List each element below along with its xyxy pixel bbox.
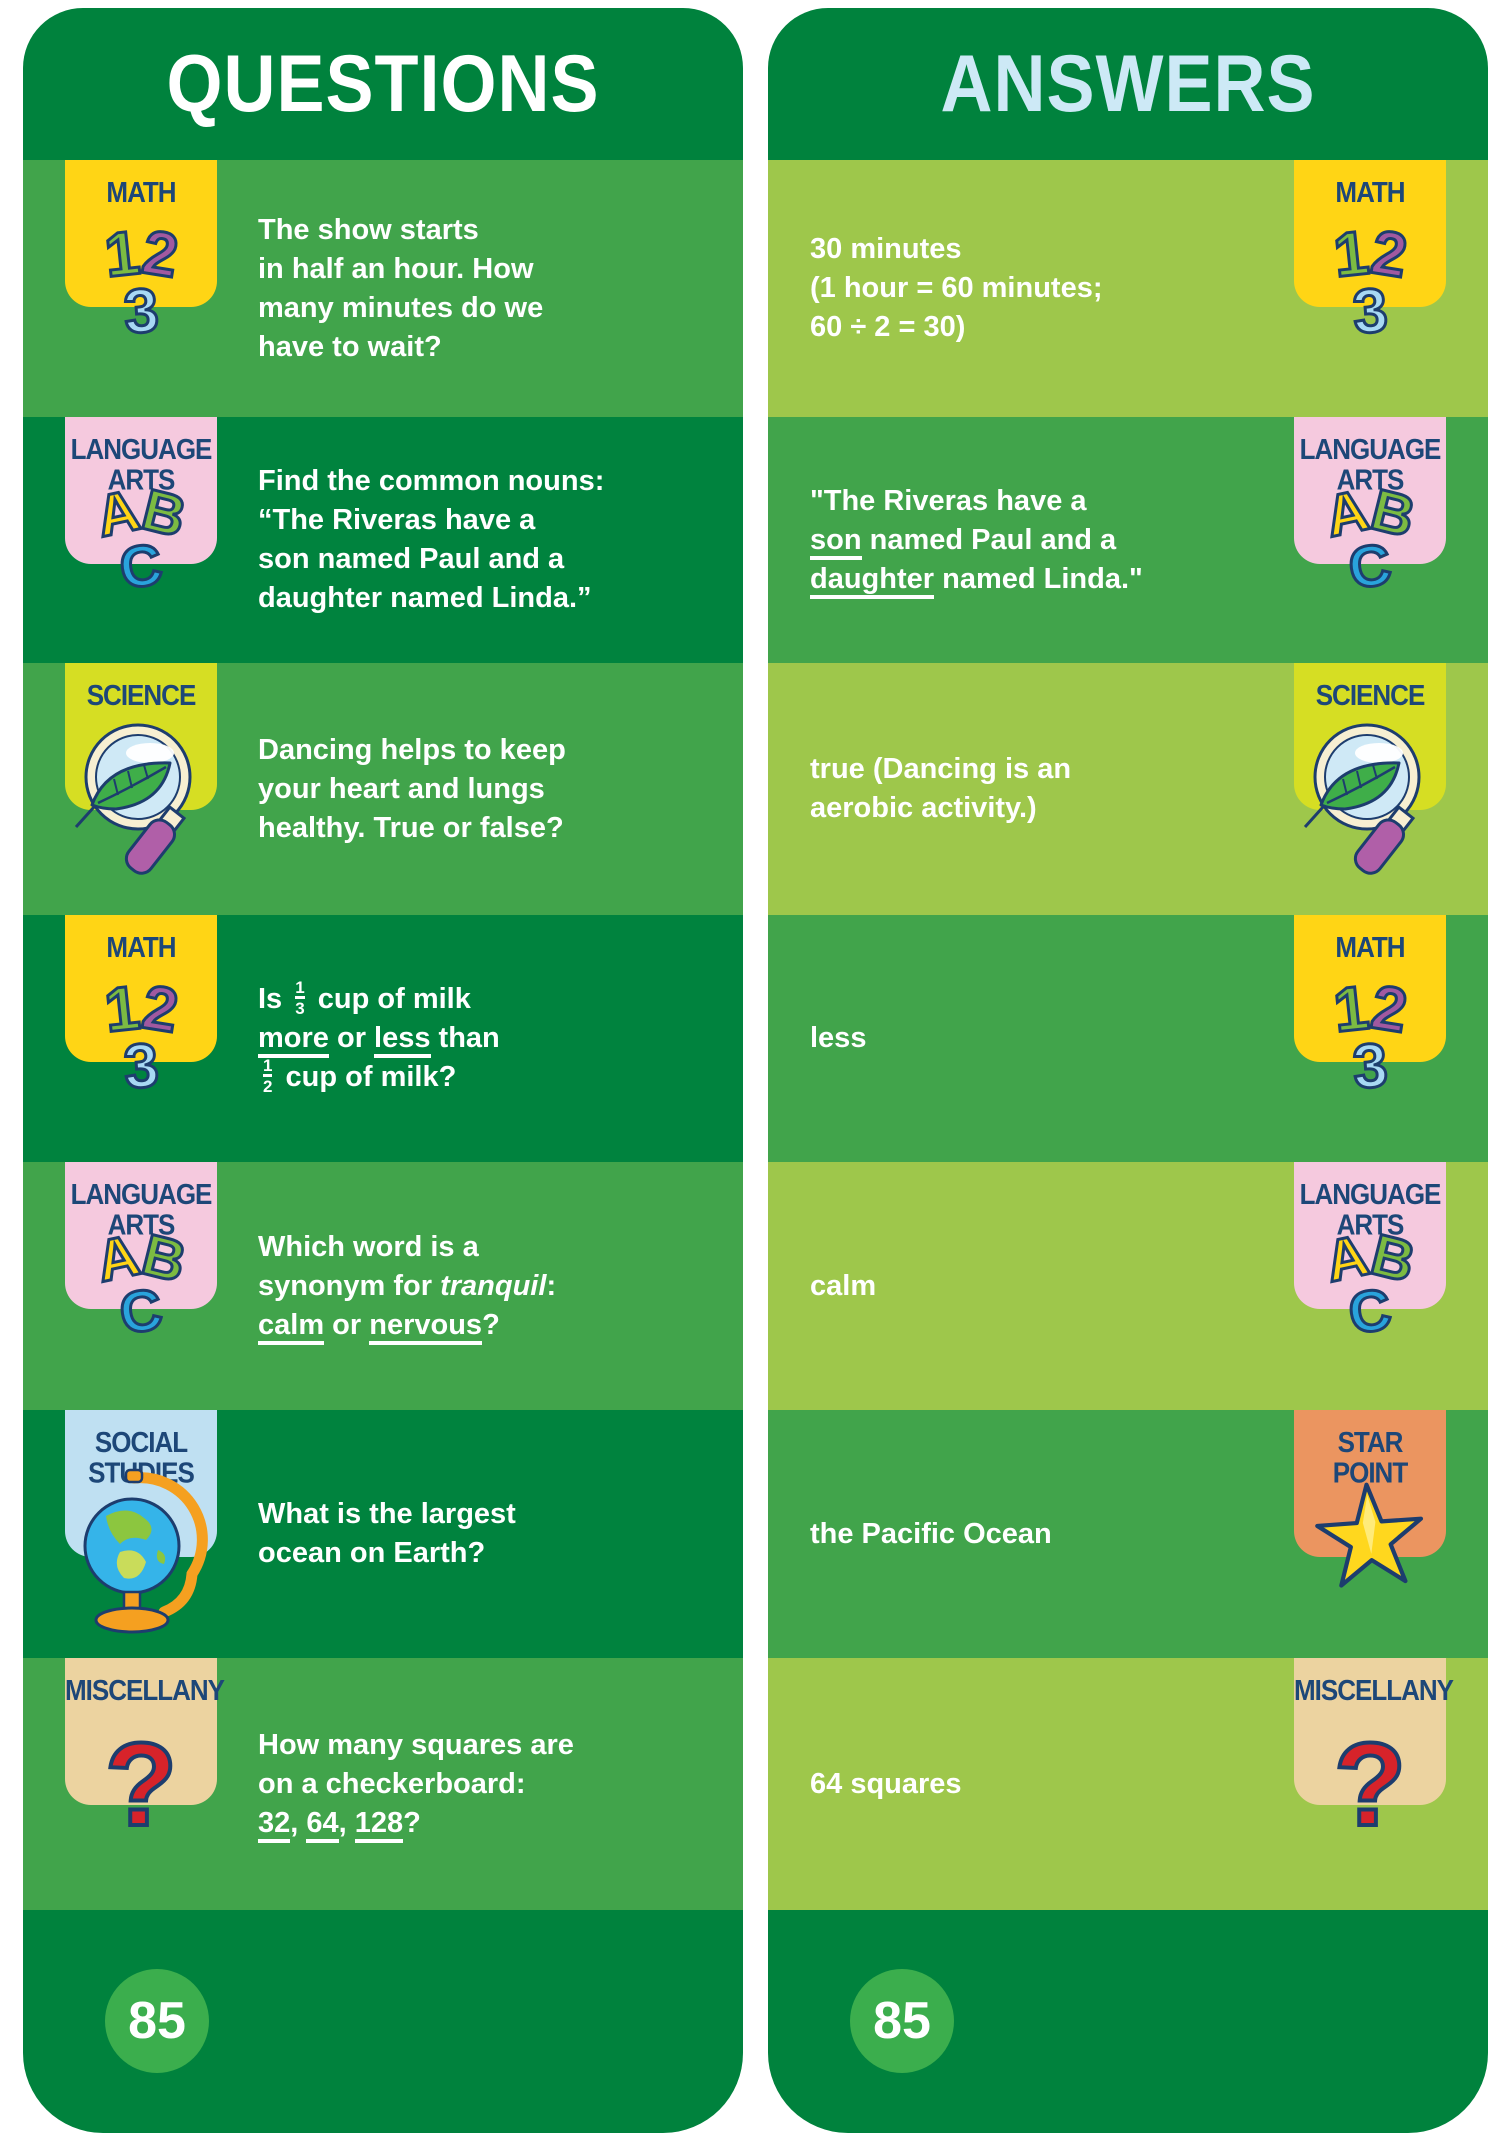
subject-badge-math-123: MATH 1 2 3 (1294, 915, 1446, 1104)
answer-text: the Pacific Ocean (810, 1517, 1052, 1550)
answer-row: MISCELLANY? 64 squares (768, 1658, 1488, 1910)
answers-header: ANSWERS (768, 8, 1488, 160)
question-row: LANGUAGE ARTS A B C Which word is a synony… (23, 1162, 743, 1410)
question-text: The show starts in half an hour. How many … (258, 213, 544, 363)
badge-label: LANGUAGE ARTS (1299, 432, 1442, 497)
question-text: How many squares are on a checkerboard: 32… (258, 1658, 723, 1910)
math-123-icon: 1 2 3 (100, 216, 185, 348)
abc-letters-icon: A B C (89, 1220, 193, 1348)
answer-row: LANGUAGE ARTS A B C calm (768, 1162, 1488, 1410)
badge-label: LANGUAGE ARTS (70, 432, 213, 497)
badge-label: SOCIAL STUDIES (88, 1425, 195, 1490)
science-magnifier-icon (74, 723, 192, 875)
answers-panel: ANSWERS MATH 1 2 3 30 minutes (1 hour = 6… (768, 8, 1488, 2133)
subject-badge-math-123: MATH 1 2 3 (1294, 160, 1446, 349)
answers-title: ANSWERS (940, 39, 1316, 129)
question-mark-icon: ? (103, 1719, 179, 1851)
page-number-badge: 85 (850, 1969, 954, 2073)
questions-panel: QUESTIONS MATH 1 2 3 The show starts in h… (23, 8, 743, 2133)
subject-badge-abc: LANGUAGE ARTS A B C (65, 417, 217, 603)
math-123-icon: 1 2 3 (1329, 216, 1414, 348)
question-text: Find the common nouns: “The Riveras have … (258, 465, 605, 614)
badge-label: STAR POINT (1332, 1425, 1408, 1490)
badge-label: SCIENCE (86, 678, 197, 712)
badge-label: MISCELLANY (65, 1673, 225, 1707)
badge-label: MATH (106, 175, 176, 209)
subject-badge-science-magnifier: SCIENCE (1294, 663, 1446, 875)
question-text: What is the largest ocean on Earth? (258, 1498, 516, 1569)
star-icon (1315, 1482, 1424, 1588)
subject-badge-miscellany-question: MISCELLANY? (65, 1658, 225, 1846)
subject-badge-math-123: MATH 1 2 3 (65, 915, 217, 1104)
subject-badge-miscellany-question: MISCELLANY? (1294, 1658, 1454, 1846)
answer-text: true (Dancing is an aerobic activity.) (810, 753, 1072, 824)
subject-badge-math-123: MATH 1 2 3 (65, 160, 217, 349)
page-number-badge: 85 (105, 1969, 209, 2073)
badge-label: LANGUAGE ARTS (1299, 1177, 1442, 1242)
math-123-icon: 1 2 3 (1329, 971, 1414, 1103)
question-row: SOCIAL STUDIES What is the largest ocean o… (23, 1410, 743, 1658)
badge-label: MATH (1335, 930, 1405, 964)
badge-label: SCIENCE (1315, 678, 1426, 712)
answer-text: less (810, 1022, 867, 1054)
math-123-icon: 1 2 3 (100, 971, 185, 1103)
question-text: Dancing helps to keep your heart and lung… (258, 733, 566, 844)
question-mark-icon: ? (1332, 1719, 1408, 1851)
questions-rows: MATH 1 2 3 The show starts in half an hou… (23, 160, 743, 1910)
questions-title: QUESTIONS (166, 39, 600, 129)
answer-row: MATH 1 2 3 30 minutes (1 hour = 60 minute… (768, 160, 1488, 417)
question-row: SCIENCE Dancing helps to keep your heart … (23, 663, 743, 915)
subject-badge-abc: LANGUAGE ARTS A B C (1294, 1162, 1446, 1348)
subject-badge-science-magnifier: SCIENCE (65, 663, 217, 875)
answer-row: SCIENCE true (Dancing is an aerobic activ… (768, 663, 1488, 915)
social-studies-globe-icon (83, 1468, 208, 1634)
answer-row: MATH 1 2 3 less (768, 915, 1488, 1162)
badge-label: LANGUAGE ARTS (70, 1177, 213, 1242)
abc-letters-icon: A B C (89, 475, 193, 603)
answer-text: calm (810, 1269, 877, 1302)
questions-header: QUESTIONS (23, 8, 743, 160)
abc-letters-icon: A B C (1318, 475, 1422, 603)
answer-row: STAR POINT the Pacific Ocean (768, 1410, 1488, 1658)
question-row: MATH 1 2 3 The show starts in half an hou… (23, 160, 743, 417)
question-text: Which word is a synonym for tranquil: calm… (258, 1162, 723, 1410)
answer-text: 30 minutes (1 hour = 60 minutes; 60 ÷ 2 = … (810, 233, 1103, 343)
answer-row: LANGUAGE ARTS A B C "The Riveras have a so… (768, 417, 1488, 663)
badge-label: MATH (1335, 175, 1405, 209)
badge-label: MISCELLANY (1294, 1673, 1454, 1707)
abc-letters-icon: A B C (1318, 1220, 1422, 1348)
answers-rows: MATH 1 2 3 30 minutes (1 hour = 60 minute… (768, 160, 1488, 1910)
answer-text: 64 squares (810, 1767, 962, 1800)
science-magnifier-icon (1303, 723, 1421, 875)
question-row: LANGUAGE ARTS A B C Find the common nouns… (23, 417, 743, 663)
question-row: MISCELLANY? How many squares are on a chec… (23, 1658, 743, 1910)
subject-badge-social-globe: SOCIAL STUDIES (65, 1410, 217, 1634)
badge-label: MATH (106, 930, 176, 964)
subject-badge-abc: LANGUAGE ARTS A B C (65, 1162, 217, 1348)
subject-badge-abc: LANGUAGE ARTS A B C (1294, 417, 1446, 603)
subject-badge-star: STAR POINT (1294, 1410, 1446, 1588)
